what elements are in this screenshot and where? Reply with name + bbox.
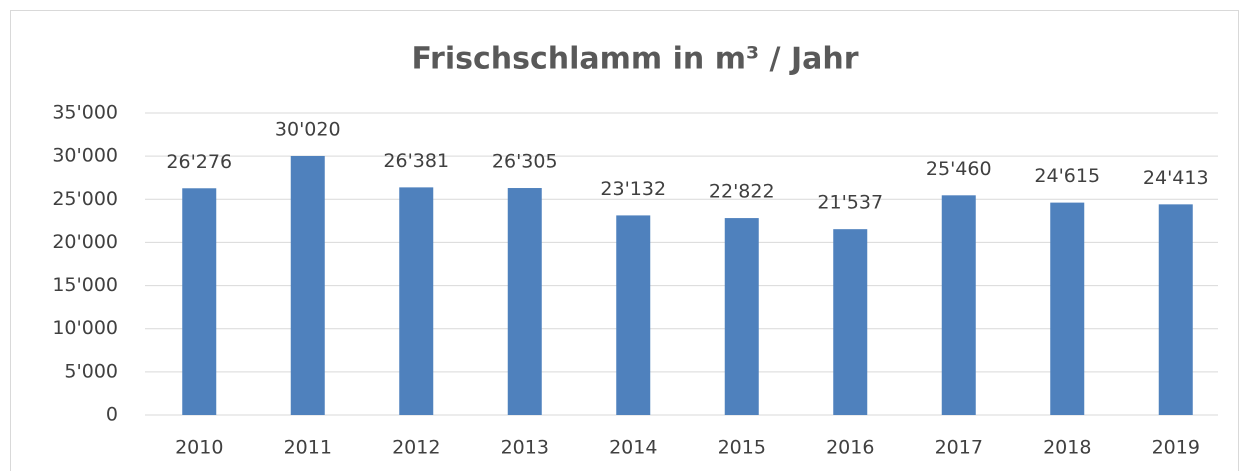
bar xyxy=(399,187,434,415)
value-label: 23'132 xyxy=(600,178,666,200)
y-tick-label: 35'000 xyxy=(52,102,118,124)
value-label: 25'460 xyxy=(926,158,992,180)
x-tick-label: 2017 xyxy=(935,437,983,459)
y-tick-label: 30'000 xyxy=(52,145,118,167)
bar xyxy=(616,215,651,415)
x-tick-label: 2019 xyxy=(1152,437,1200,459)
value-label: 21'537 xyxy=(817,192,883,214)
y-tick-label: 25'000 xyxy=(52,188,118,210)
bar xyxy=(724,218,759,415)
value-label: 26'305 xyxy=(492,151,558,173)
x-tick-label: 2014 xyxy=(609,437,657,459)
bar xyxy=(1050,202,1085,415)
y-tick-label: 5'000 xyxy=(64,360,118,382)
bar xyxy=(1158,204,1193,415)
y-tick-label: 10'000 xyxy=(52,317,118,339)
bar xyxy=(507,188,542,415)
x-tick-label: 2012 xyxy=(392,437,440,459)
value-label: 22'822 xyxy=(709,181,775,203)
x-tick-label: 2018 xyxy=(1043,437,1091,459)
value-label: 24'615 xyxy=(1034,165,1100,187)
x-tick-label: 2010 xyxy=(175,437,223,459)
y-tick-label: 15'000 xyxy=(52,274,118,296)
y-tick-label: 20'000 xyxy=(52,231,118,253)
chart-title: Frischschlamm in m³ / Jahr xyxy=(411,42,858,77)
value-label: 26'381 xyxy=(383,150,449,172)
bar xyxy=(182,188,217,415)
value-label: 24'413 xyxy=(1143,167,1209,189)
bar xyxy=(941,195,976,415)
x-tick-label: 2013 xyxy=(501,437,549,459)
bar xyxy=(290,155,325,416)
x-tick-label: 2011 xyxy=(284,437,332,459)
x-tick-label: 2016 xyxy=(826,437,874,459)
x-tick-label: 2015 xyxy=(718,437,766,459)
value-label: 26'276 xyxy=(166,151,232,173)
bar xyxy=(833,229,868,415)
y-tick-label: 0 xyxy=(106,404,118,426)
value-label: 30'020 xyxy=(275,118,341,140)
